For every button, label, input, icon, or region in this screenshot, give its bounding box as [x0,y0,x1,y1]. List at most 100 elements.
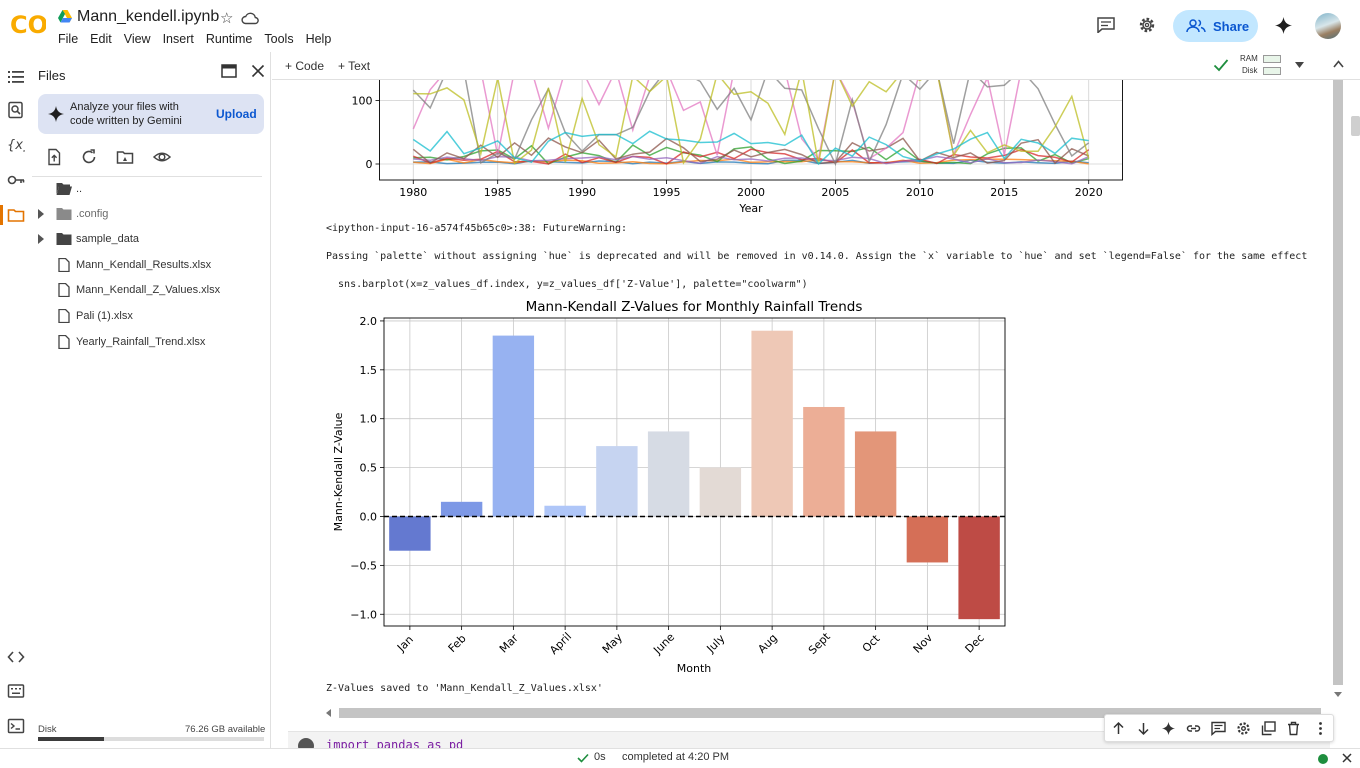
more-options-icon[interactable] [1313,721,1328,736]
add-code-button[interactable]: + Code [285,59,325,73]
y-tick-label: 1.5 [360,364,378,377]
mount-drive-icon[interactable] [116,148,134,166]
file-tree-item-pali-xlsx[interactable]: Pali (1).xlsx [32,304,262,328]
star-icon[interactable]: ☆ [220,10,234,27]
show-hidden-eye-icon[interactable] [153,148,171,166]
disk-meter[interactable] [1263,67,1281,75]
bar-sept [803,406,845,517]
file-icon [58,283,70,297]
bar-april [544,505,586,517]
delete-cell-icon[interactable] [1286,721,1301,736]
close-status-icon[interactable] [1342,753,1352,763]
rainfall-series-line [413,80,1090,165]
code-snippets-icon[interactable] [7,648,25,666]
files-panel-title: Files [38,68,66,83]
collapse-header-icon[interactable] [1333,60,1344,68]
command-palette-icon[interactable] [7,682,25,700]
x-tick-label: Jan [394,633,416,655]
share-button[interactable]: Share [1173,10,1258,42]
execution-complete-check-icon [577,753,589,763]
y-tick-label: −1.0 [350,608,377,621]
resources-dropdown-icon[interactable] [1295,62,1304,68]
files-folder-icon[interactable] [7,206,25,224]
file-tree-item-parent[interactable]: .. [32,177,262,201]
menu-runtime[interactable]: Runtime [205,32,253,46]
menu-file[interactable]: File [58,32,79,46]
variables-icon[interactable]: {x} [7,135,25,153]
menu-insert[interactable]: Insert [162,32,194,46]
menu-edit[interactable]: Edit [90,32,112,46]
settings-gear-icon[interactable] [1138,16,1156,34]
bar-dec [958,516,1000,620]
link-icon[interactable] [1186,721,1201,736]
next-code-cell[interactable]: import pandas as pd [288,731,1330,749]
open-in-tab-icon[interactable] [221,64,237,78]
scroll-down-arrow-icon[interactable] [1334,692,1342,697]
bar-aug [751,330,793,517]
output-horizontal-scrollbar[interactable] [322,706,1330,720]
y-tick-label: 0 [366,158,373,171]
notebook-scrollbar[interactable] [1346,80,1360,720]
mirror-cell-icon[interactable] [1261,721,1276,736]
output-vertical-scrollbar[interactable] [1330,80,1346,705]
menu-tools[interactable]: Tools [264,32,294,46]
execution-status-message[interactable]: completed at 4:20 PM [622,751,730,763]
menu-view[interactable]: View [123,32,151,46]
file-tree-item-config[interactable]: .config [32,202,262,226]
terminal-icon[interactable] [7,717,25,735]
table-of-contents-icon[interactable] [7,68,25,86]
account-avatar[interactable] [1315,13,1341,39]
bar-june [647,431,690,517]
cloud-saved-icon[interactable] [241,11,259,25]
comment-icon[interactable] [1211,721,1226,736]
disk-available: 76.26 GB available [185,724,266,735]
file-tree-label: Mann_Kendall_Results.xlsx [76,259,212,271]
scroll-left-arrow-icon[interactable] [326,709,331,717]
notebook-title[interactable]: Mann_kendell.ipynb [77,8,220,25]
add-text-button[interactable]: + Text [338,59,371,73]
people-icon [1186,19,1206,33]
x-tick-label: 2005 [821,186,849,199]
next-cell-code[interactable]: import pandas as pd [326,738,464,749]
move-cell-down-icon[interactable] [1136,721,1151,736]
y-tick-label: 0.0 [360,510,378,523]
upload-button[interactable]: Upload [216,107,257,121]
x-tick-label: April [547,630,574,657]
warning-message: Passing `palette` without assigning `hue… [326,251,1308,262]
colab-logo[interactable]: CO [10,10,46,38]
active-tab-indicator [0,205,3,225]
file-tree-item-results-xlsx[interactable]: Mann_Kendall_Results.xlsx [32,253,262,277]
horizontal-scroll-thumb[interactable] [339,708,1321,718]
comment-icon[interactable] [1097,17,1115,33]
connected-check-icon[interactable] [1213,58,1229,72]
close-panel-icon[interactable] [251,64,265,78]
x-tick-label: May [600,631,626,657]
vertical-scroll-thumb[interactable] [1333,80,1343,685]
file-tree-item-yearly-trend-xlsx[interactable]: Yearly_Rainfall_Trend.xlsx [32,330,262,354]
file-tree-item-sample-data[interactable]: sample_data [32,227,262,251]
kernel-status-dot [1318,754,1328,764]
ram-meter[interactable] [1263,55,1281,63]
menu-help[interactable]: Help [305,32,332,46]
file-tree-item-z-values-xlsx[interactable]: Mann_Kendall_Z_Values.xlsx [32,278,262,302]
cell-settings-gear-icon[interactable] [1236,721,1251,736]
yearly-rainfall-line-chart: 1980 1985 1990 1995 2000 2005 2010 2015 2020 0 100… [352,80,1123,215]
file-tree-label: Pali (1).xlsx [76,310,133,322]
file-tree-label: Yearly_Rainfall_Trend.xlsx [76,336,206,348]
caret-right-icon[interactable] [37,209,45,219]
move-cell-up-icon[interactable] [1111,721,1126,736]
notebook-scroll-thumb[interactable] [1351,116,1360,136]
run-cell-icon[interactable] [298,738,314,749]
bar-chart-title: Mann-Kendall Z-Values for Monthly Rainfa… [526,299,863,315]
file-tree: .. .config sample_data Mann_Kendall_Resu… [32,176,262,349]
rainfall-series-line [412,137,1089,165]
gemini-prompt-text: Analyze your files with code written by … [70,101,182,127]
gemini-sparkle-icon[interactable] [1161,721,1176,736]
upload-file-icon[interactable] [45,148,63,166]
cell-toolbar [1104,714,1334,742]
find-replace-icon[interactable] [7,101,25,119]
gemini-sparkle-icon[interactable] [1275,17,1292,34]
refresh-icon[interactable] [80,148,98,166]
caret-right-icon[interactable] [37,234,45,244]
secrets-key-icon[interactable] [7,171,25,189]
